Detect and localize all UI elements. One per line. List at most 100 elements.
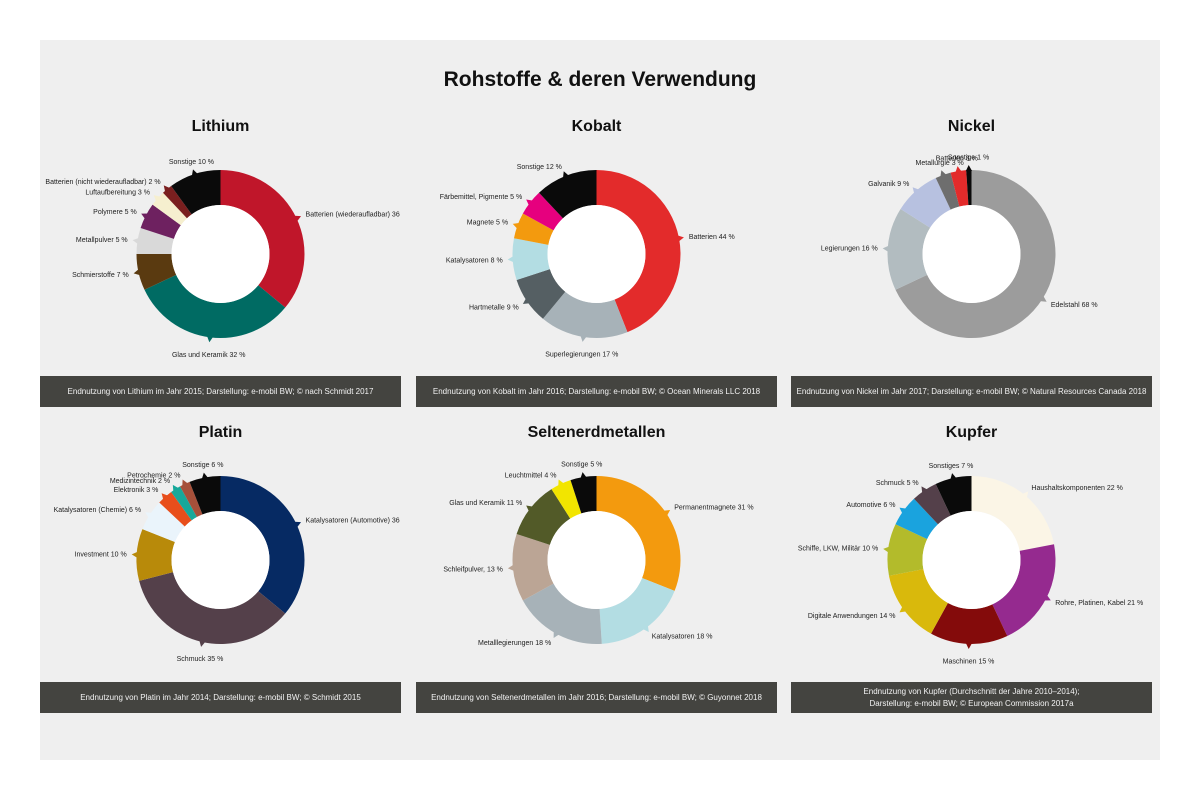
- slice-pointer-4: [161, 493, 169, 500]
- pie-slice-6: [538, 170, 597, 219]
- donut-hole: [547, 205, 646, 303]
- caption-line: Endnutzung von Kupfer (Durchschnitt der …: [863, 686, 1080, 696]
- donut-chart: Edelstahl 68 % Legierungen 16 % Galvanik 9…: [821, 155, 1098, 338]
- pie-slice-4: [516, 489, 571, 545]
- slice-pointer-6: [182, 479, 189, 487]
- slice-label-5: Leuchtmittel 4 %: [505, 472, 557, 479]
- slice-pointer-3: [145, 512, 153, 519]
- caption-line: Endnutzung von Seltenerdmetallen im Jahr…: [431, 692, 762, 702]
- pie-slice-7: [935, 476, 972, 516]
- slice-pointer-7: [950, 473, 957, 480]
- slice-label-2: Hartmetalle 9 %: [469, 304, 519, 311]
- slice-label-0: Katalysatoren (Automotive) 36 %: [306, 517, 401, 524]
- pie-slice-1: [139, 572, 286, 644]
- slice-pointer-6: [580, 472, 587, 479]
- slice-label-2: Metalllegierungen 18 %: [478, 640, 551, 647]
- pie-slice-2: [516, 269, 566, 319]
- caption-line: Endnutzung von Kobalt im Jahr 2016; Dars…: [432, 386, 761, 396]
- slice-label-1: Katalysatoren 18 %: [652, 634, 713, 641]
- pie-slice-5: [522, 192, 563, 231]
- slice-pointer-2: [522, 297, 530, 305]
- caption-line: Endnutzung von Lithium im Jahr 2015; Dar…: [67, 386, 374, 396]
- slice-label-3: Schleifpulver, 13 %: [443, 566, 503, 573]
- pie-slice-0: [596, 476, 681, 591]
- slice-label-6: Sonstige 12 %: [517, 164, 562, 171]
- slice-label-1: Superlegierungen 17 %: [545, 351, 618, 358]
- slice-pointer-3: [507, 256, 514, 263]
- pie-slice-4: [950, 170, 969, 207]
- pie-slice-3: [136, 228, 174, 254]
- slice-label-3: Digitale Anwendungen 14 %: [808, 613, 896, 620]
- slice-label-2: Schmierstoffe 7 %: [72, 272, 129, 279]
- pie-slice-0: [220, 476, 305, 614]
- slice-pointer-1: [1043, 594, 1051, 601]
- slice-pointer-6: [921, 486, 928, 494]
- slice-label-3: Katalysatoren (Chemie) 6 %: [54, 507, 142, 514]
- donut-chart: Katalysatoren (Automotive) 36 % Schmuck 3…: [54, 462, 401, 663]
- slice-label-3: Katalysatoren 8 %: [446, 257, 503, 264]
- slice-label-3: Metallpulver 5 %: [76, 237, 128, 244]
- chart-caption: Endnutzung von Seltenerdmetallen im Jahr…: [416, 682, 777, 713]
- pie-slice-6: [180, 481, 203, 518]
- main-title: Rohstoffe & deren Verwendung: [443, 68, 757, 91]
- chart-title: Kobalt: [571, 118, 622, 135]
- slice-pointer-5: [172, 484, 179, 492]
- slice-label-7: Sonstige 6 %: [182, 462, 223, 469]
- slice-pointer-0: [1021, 491, 1029, 499]
- slice-label-5: Färbemittel, Pigmente 5 %: [440, 194, 522, 201]
- donut-chart: Permanentmagnete 31 % Katalysatoren 18 % M…: [443, 462, 753, 647]
- slice-pointer-2: [133, 268, 141, 276]
- pie-slice-2: [522, 583, 602, 644]
- pie-slice-7: [189, 476, 221, 515]
- slice-label-6: Schmuck 5 %: [876, 480, 919, 487]
- slice-label-4: Batterien 3 %: [936, 156, 978, 163]
- slice-pointer-6: [563, 171, 569, 179]
- pie-slice-4: [513, 213, 554, 245]
- slice-label-1: Glas und Keramik 32 %: [172, 352, 246, 359]
- slice-pointer-3: [899, 606, 907, 613]
- slice-pointer-1: [642, 625, 649, 633]
- slice-label-6: Petrochemie 2 %: [127, 472, 180, 479]
- slice-label-3: Metallurgie 3 %: [916, 160, 964, 167]
- slice-label-2: Investment 10 %: [75, 552, 127, 559]
- pie-slice-3: [512, 238, 550, 280]
- slice-pointer-1: [882, 245, 889, 252]
- pie-slice-4: [140, 204, 181, 239]
- slice-label-0: Batterien 44 %: [689, 234, 735, 241]
- slice-label-2: Maschinen 15 %: [943, 658, 995, 665]
- slice-label-4: Polymere 5 %: [93, 209, 137, 216]
- slice-label-6: Sonstige 5 %: [561, 462, 602, 469]
- chart-caption: Endnutzung von Kobalt im Jahr 2016; Dars…: [416, 376, 777, 407]
- pie-slice-4: [159, 492, 192, 527]
- pie-slice-6: [162, 186, 192, 219]
- slice-pointer-2: [965, 642, 973, 649]
- pie-slice-2: [900, 177, 951, 228]
- pie-slice-3: [512, 534, 554, 601]
- pie-slice-6: [570, 476, 597, 514]
- pie-slice-1: [144, 274, 286, 338]
- slice-pointer-4: [955, 166, 962, 173]
- chart-caption: Endnutzung von Nickel im Jahr 2017; Dars…: [791, 376, 1152, 407]
- chart-panel-lithium: Lithium Batterien (wiederaufladbar) 36 % G…: [40, 118, 401, 407]
- slice-pointer-4: [526, 505, 533, 512]
- pie-slice-1: [992, 544, 1056, 637]
- slice-pointer-5: [153, 195, 161, 202]
- caption-line: Darstellung: e-mobil BW; © European Comm…: [869, 698, 1074, 708]
- slice-pointer-0: [1039, 295, 1047, 302]
- infographic-canvas: Rohstoffe & deren Verwendung Lithium Batt…: [40, 40, 1160, 760]
- slice-label-4: Schiffe, LKW, Militär 10 %: [798, 546, 878, 553]
- slice-label-4: Elektronik 3 %: [114, 487, 159, 494]
- chart-panel-kupfer: Kupfer Haushaltskomponenten 22 % Rohre, Pl…: [791, 424, 1152, 713]
- donut-hole: [171, 205, 270, 303]
- pie-slice-1: [599, 578, 675, 644]
- chart-title: Nickel: [947, 118, 996, 135]
- slice-pointer-2: [131, 551, 138, 558]
- chart-panel-nickel: Nickel Edelstahl 68 % Legierungen 16 % Galv…: [791, 118, 1152, 407]
- slice-pointer-3: [132, 237, 140, 245]
- slice-label-7: Sonstige 10 %: [169, 159, 214, 166]
- donut-chart: Batterien 44 % Superlegierungen 17 % Hartm…: [440, 164, 735, 358]
- chart-title: Kupfer: [945, 424, 998, 441]
- slice-pointer-4: [141, 213, 149, 220]
- donut-chart: Haushaltskomponenten 22 % Rohre, Platinen…: [798, 463, 1143, 666]
- slice-pointer-0: [294, 521, 302, 528]
